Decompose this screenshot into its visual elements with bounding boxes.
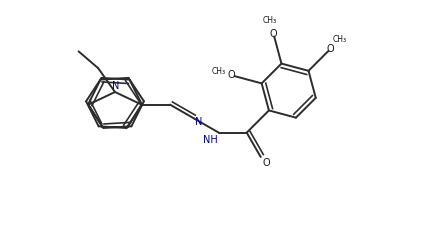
Text: CH₃: CH₃ xyxy=(332,35,346,44)
Text: N: N xyxy=(112,81,119,91)
Text: O: O xyxy=(262,158,270,168)
Text: O: O xyxy=(269,29,276,39)
Text: O: O xyxy=(227,70,235,80)
Text: N: N xyxy=(195,117,202,127)
Text: CH₃: CH₃ xyxy=(262,16,276,25)
Text: NH: NH xyxy=(203,135,217,145)
Text: CH₃: CH₃ xyxy=(211,67,225,76)
Text: O: O xyxy=(326,44,333,54)
